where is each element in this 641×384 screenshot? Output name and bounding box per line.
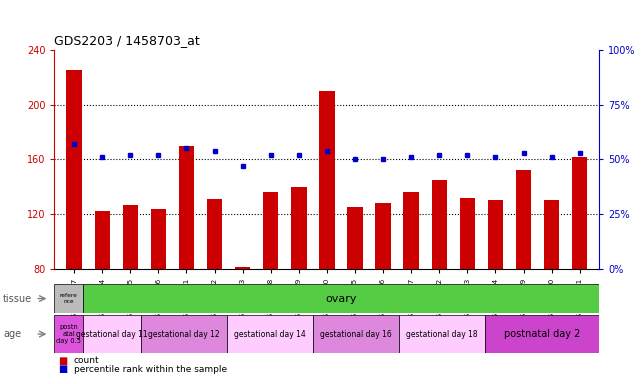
Text: gestational day 14: gestational day 14 (234, 329, 305, 339)
Bar (516, 170, 531, 269)
Text: ■: ■ (58, 364, 67, 374)
Text: postnatal day 2: postnatal day 2 (504, 329, 580, 339)
Bar (67, 70, 82, 269)
Bar (403, 192, 419, 269)
Bar (263, 192, 278, 269)
Bar (235, 267, 251, 269)
Bar (347, 207, 363, 269)
Bar (94, 211, 110, 269)
Bar (54, 315, 83, 353)
Bar (207, 199, 222, 269)
Bar (399, 315, 485, 353)
Bar (485, 315, 599, 353)
Bar (83, 315, 140, 353)
Text: gestational day 16: gestational day 16 (320, 329, 392, 339)
Bar (319, 91, 335, 269)
Text: GDS2203 / 1458703_at: GDS2203 / 1458703_at (54, 34, 200, 47)
Bar (376, 203, 391, 269)
Bar (122, 205, 138, 269)
Bar (313, 315, 399, 353)
Bar (226, 315, 313, 353)
Text: gestational day 11: gestational day 11 (76, 329, 147, 339)
Bar (291, 187, 306, 269)
Text: count: count (74, 356, 99, 366)
Bar (179, 146, 194, 269)
Text: refere
nce: refere nce (60, 293, 78, 304)
Text: ■: ■ (58, 356, 67, 366)
Text: age: age (3, 329, 21, 339)
Bar (54, 284, 83, 313)
Text: tissue: tissue (3, 293, 32, 304)
Bar (544, 200, 560, 269)
Bar (572, 157, 587, 269)
Bar (140, 315, 226, 353)
Bar (151, 209, 166, 269)
Text: postn
atal
day 0.5: postn atal day 0.5 (56, 324, 81, 344)
Bar (431, 180, 447, 269)
Text: gestational day 18: gestational day 18 (406, 329, 478, 339)
Text: percentile rank within the sample: percentile rank within the sample (74, 365, 227, 374)
Bar (460, 198, 475, 269)
Text: gestational day 12: gestational day 12 (147, 329, 219, 339)
Bar (488, 200, 503, 269)
Text: ovary: ovary (326, 293, 357, 304)
